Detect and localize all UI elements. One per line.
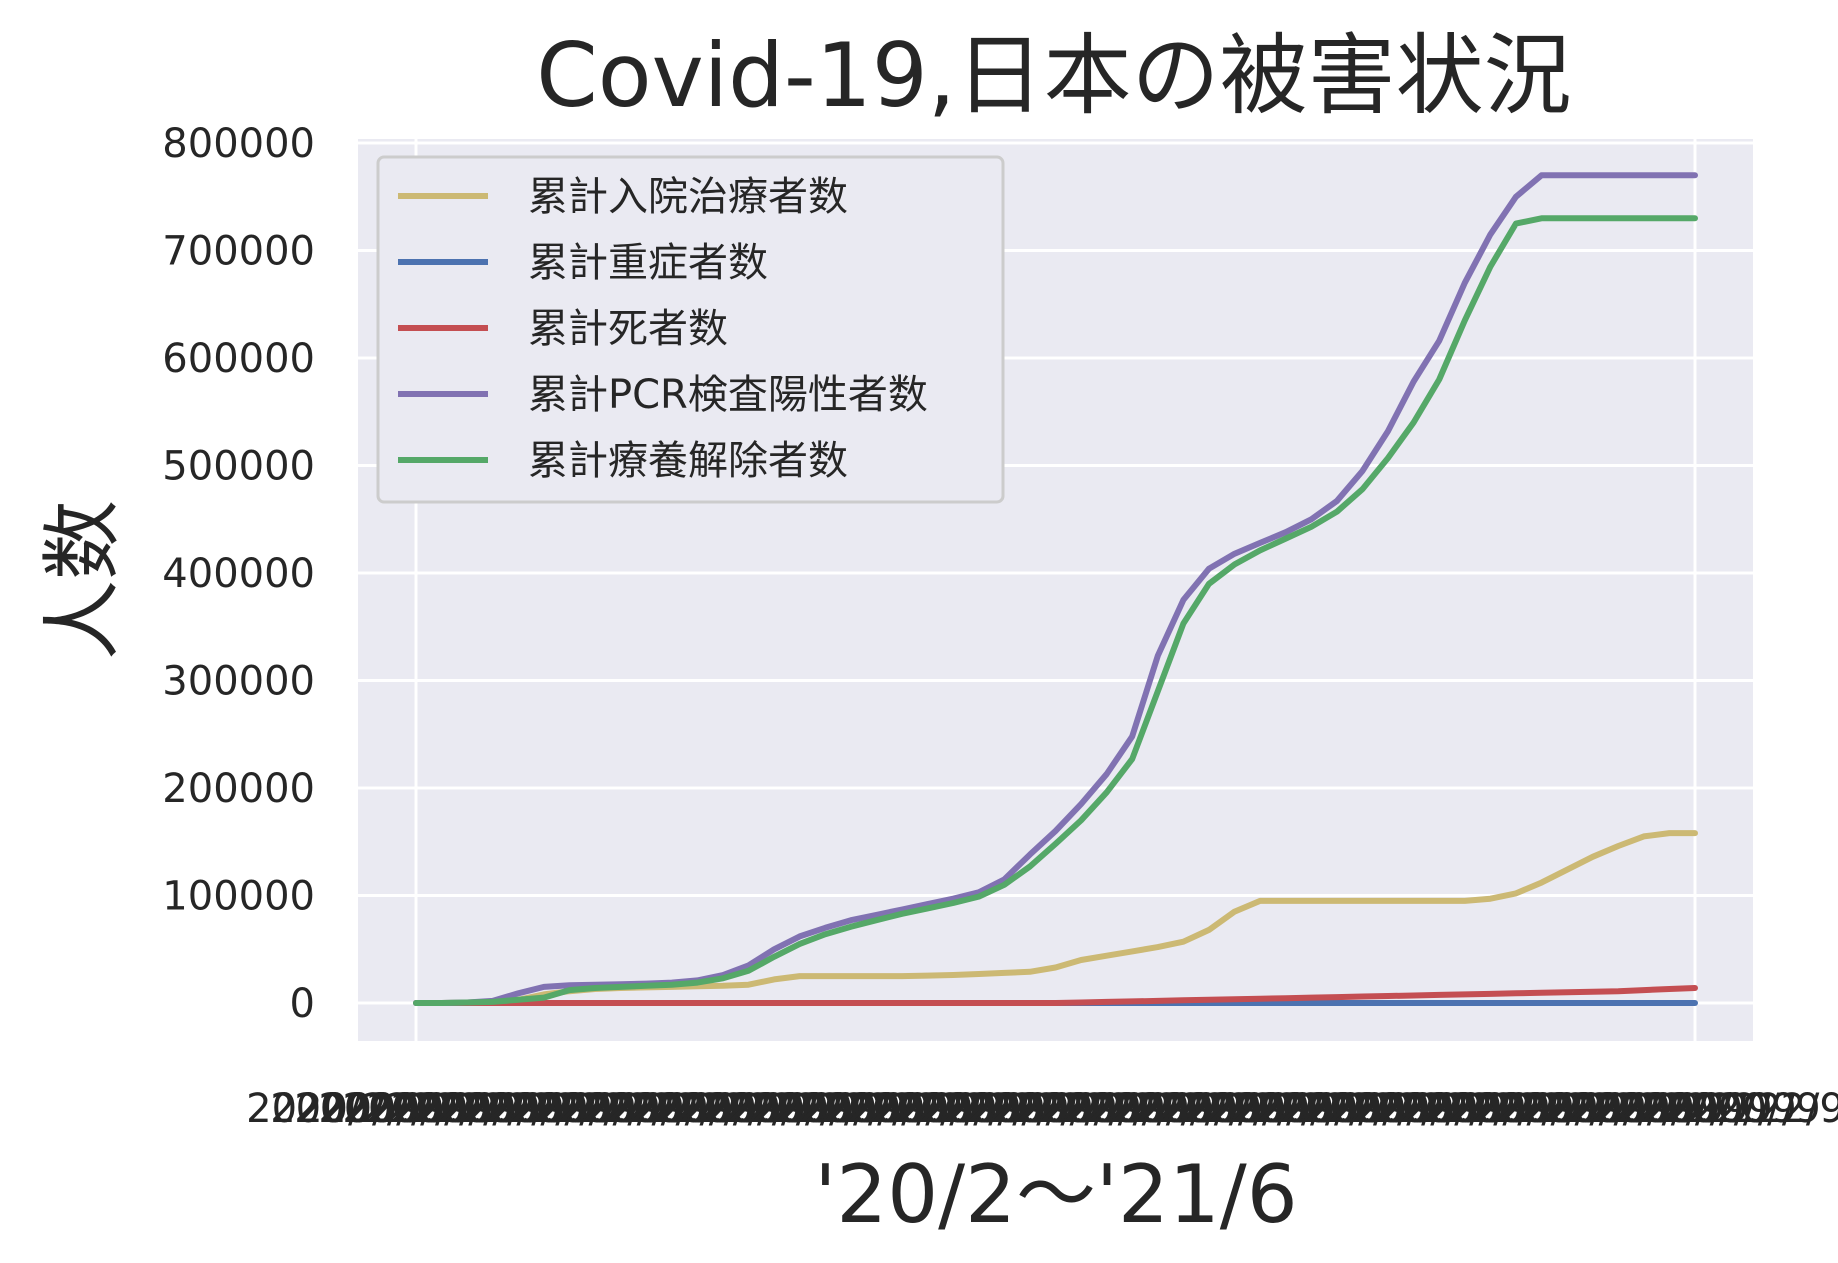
x-tick-label: 2020/2/9 <box>270 1086 450 1132</box>
x-tick-label: 2020/2/9 <box>607 1086 787 1132</box>
legend-label: 累計PCR検査陽性者数 <box>528 372 928 418</box>
x-tick-label: 2020/2/9 <box>727 1086 907 1132</box>
x-tick-label: 2020/2/9 <box>342 1086 522 1132</box>
x-tick-label: 2020/2/9 <box>847 1086 1027 1132</box>
series-lines <box>413 172 1698 1006</box>
x-tick-label: 2020/2/9 <box>1401 1086 1581 1132</box>
y-tick-label: 600000 <box>162 336 315 382</box>
y-tick-label: 0 <box>290 981 315 1027</box>
x-tick-label: 2020/2/9 <box>968 1086 1148 1132</box>
x-tick-label: 2020/2/9 <box>1232 1086 1412 1132</box>
x-tick-label: 2020/2/9 <box>1184 1086 1364 1132</box>
legend-label: 累計入院治療者数 <box>528 174 848 220</box>
x-tick-label: 2020/2/9 <box>896 1086 1076 1132</box>
y-tick-labels: 0 100000 200000 300000 400000 500000 600000 700… <box>162 121 315 1027</box>
legend-box <box>376 155 1005 504</box>
x-tick-label: 2020/2/9 <box>1665 1086 1838 1132</box>
x-tick-label: 2020/2/9 <box>944 1086 1124 1132</box>
x-tick-label: 2020/2/9 <box>1112 1086 1292 1132</box>
x-tick-label: 2020/2/9 <box>751 1086 931 1132</box>
x-tick-label: 2020/2/9 <box>583 1086 763 1132</box>
x-tick-label: 2020/2/9 <box>1521 1086 1701 1132</box>
x-tick-label: 2020/2/9 <box>1545 1086 1725 1132</box>
x-tick-label: 2020/2/9 <box>1208 1086 1388 1132</box>
x-axis-label: '20/2～'21/6 <box>814 1148 1297 1241</box>
legend-label: 累計重症者数 <box>528 240 768 286</box>
y-tick-label: 400000 <box>162 551 315 597</box>
legend-label: 累計療養解除者数 <box>528 438 848 484</box>
x-tick-label: 2020/2/9 <box>1569 1086 1749 1132</box>
x-tick-label: 2020/2/9 <box>1256 1086 1436 1132</box>
x-tick-label: 2020/2/9 <box>775 1086 955 1132</box>
x-tick-label: 2020/2/9 <box>366 1086 546 1132</box>
chart-title: Covid-19,日本の被害状況 <box>536 24 1571 127</box>
x-tick-label: 2020/2/9 <box>390 1086 570 1132</box>
x-tick-label: 2020/2/9 <box>1449 1086 1629 1132</box>
y-axis-label: 人数 <box>36 500 129 660</box>
x-tick-label: 2020/2/9 <box>487 1086 667 1132</box>
x-tick-label: 2020/2/9 <box>1425 1086 1605 1132</box>
x-tick-label: 2020/2/9 <box>1136 1086 1316 1132</box>
x-tick-labels: 2020/2/92020/2/92020/2/92020/2/92020/2/9… <box>246 1086 1838 1132</box>
x-tick-label: 2020/2/9 <box>535 1086 715 1132</box>
x-tick-label: 2020/2/9 <box>871 1086 1051 1132</box>
x-tick-label: 2020/2/9 <box>1328 1086 1508 1132</box>
x-tick-label: 2020/2/9 <box>679 1086 859 1132</box>
y-tick-label: 100000 <box>162 874 315 920</box>
x-tick-label: 2020/2/9 <box>1641 1086 1821 1132</box>
y-tick-label: 800000 <box>162 121 315 167</box>
x-tick-label: 2020/2/9 <box>823 1086 1003 1132</box>
x-tick-label: 2020/2/9 <box>439 1086 619 1132</box>
x-tick-label: 2020/2/9 <box>1497 1086 1677 1132</box>
x-tick-label: 2020/2/9 <box>1617 1086 1797 1132</box>
y-tick-label: 700000 <box>162 229 315 275</box>
x-tick-label: 2020/2/9 <box>294 1086 474 1132</box>
x-tick-label: 2020/2/9 <box>1280 1086 1460 1132</box>
series-line-2 <box>413 985 1698 1006</box>
series-line-4 <box>413 215 1698 1006</box>
x-tick-label: 2020/2/9 <box>799 1086 979 1132</box>
y-tick-label: 500000 <box>162 444 315 490</box>
legend-label: 累計死者数 <box>528 306 728 352</box>
x-tick-label: 2020/2/9 <box>1473 1086 1653 1132</box>
x-tick-label: 2020/2/9 <box>1088 1086 1268 1132</box>
y-tick-label: 300000 <box>162 659 315 705</box>
x-tick-label: 2020/2/9 <box>1064 1086 1244 1132</box>
x-tick-label: 2020/2/9 <box>1304 1086 1484 1132</box>
x-tick-label: 2020/2/9 <box>1353 1086 1533 1132</box>
x-tick-label: 2020/2/9 <box>559 1086 739 1132</box>
x-tick-label: 2020/2/9 <box>1593 1086 1773 1132</box>
x-tick-label: 2020/2/9 <box>992 1086 1172 1132</box>
y-tick-label: 200000 <box>162 766 315 812</box>
x-tick-label: 2020/2/9 <box>318 1086 498 1132</box>
x-tick-label: 2020/2/9 <box>703 1086 883 1132</box>
x-tick-label: 2020/2/9 <box>655 1086 835 1132</box>
x-tick-label: 2020/2/9 <box>511 1086 691 1132</box>
x-tick-label: 2020/2/9 <box>1377 1086 1557 1132</box>
x-tick-label: 2020/2/9 <box>415 1086 595 1132</box>
x-tick-label: 2020/2/9 <box>463 1086 643 1132</box>
x-tick-label: 2020/2/9 <box>246 1086 426 1132</box>
x-tick-label: 2020/2/9 <box>1040 1086 1220 1132</box>
x-tick-label: 2020/2/9 <box>631 1086 811 1132</box>
x-tick-label: 2020/2/9 <box>1160 1086 1340 1132</box>
x-tick-label: 2020/2/9 <box>920 1086 1100 1132</box>
x-tick-label: 2020/2/9 <box>1016 1086 1196 1132</box>
